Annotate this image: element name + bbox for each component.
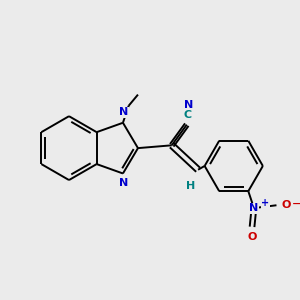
Text: O: O [281,200,290,210]
Text: N: N [249,203,259,213]
Text: +: + [261,198,270,208]
Text: H: H [186,181,195,191]
Text: −: − [292,198,300,208]
Text: O: O [248,232,257,242]
Text: N: N [119,107,128,117]
Text: N: N [119,178,128,188]
Text: N: N [184,100,193,110]
Text: C: C [184,110,192,120]
